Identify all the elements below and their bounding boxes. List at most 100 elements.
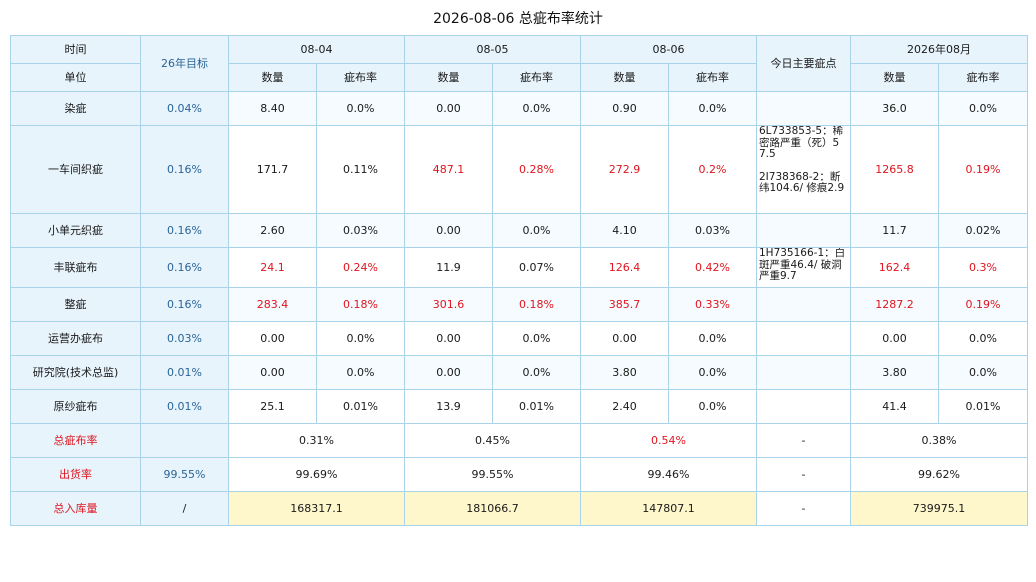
header-rate: 疵布率 (492, 63, 581, 92)
qty-cell: 0.00 (404, 355, 493, 390)
row-target: 0.16% (140, 247, 229, 288)
rate-cell: 0.01% (316, 389, 405, 424)
defect-notes: 1H735166-1：白斑严重46.4/ 破洞严重9.7 (756, 247, 851, 288)
rate-cell: 0.0% (668, 321, 757, 356)
rate-cell: 0.0% (492, 213, 581, 248)
qty-cell: 385.7 (580, 287, 669, 322)
rate-cell: 0.33% (668, 287, 757, 322)
rate-cell: 0.0% (492, 355, 581, 390)
rate-cell: 0.0% (492, 91, 581, 126)
row-target: 0.16% (140, 287, 229, 322)
summary-value: 147807.1 (580, 491, 757, 526)
row-target: 0.01% (140, 355, 229, 390)
month-qty-cell: 41.4 (850, 389, 939, 424)
table-row: 染疵 0.04% 8.40 0.0% 0.00 0.0% 0.90 0.0% 36.0 0.0% (10, 91, 1028, 126)
header-qty: 数量 (404, 63, 493, 92)
qty-cell: 283.4 (228, 287, 317, 322)
rate-cell: 0.18% (492, 287, 581, 322)
month-rate-cell: 0.3% (938, 247, 1028, 288)
header-time: 时间 (10, 35, 141, 64)
header-month: 2026年08月 (850, 35, 1028, 64)
rate-cell: 0.07% (492, 247, 581, 288)
qty-cell: 0.00 (404, 321, 493, 356)
table-row: 整疵 0.16% 283.4 0.18% 301.6 0.18% 385.7 0.33% 128… (10, 287, 1028, 322)
summary-value: 181066.7 (404, 491, 581, 526)
qty-cell: 272.9 (580, 125, 669, 214)
rate-cell: 0.18% (316, 287, 405, 322)
defect-rate-table: 时间 26年目标 08-04 08-05 08-06 今日主要疵点 2026年0… (10, 35, 1028, 526)
defect-notes: 6L733853-5：稀密路严重（死）57.5 2I738368-2：断纬104.… (756, 125, 851, 214)
summary-value: 0.54% (580, 423, 757, 458)
month-rate-cell: 0.0% (938, 355, 1028, 390)
defect-notes (756, 321, 851, 356)
row-label: 运营办疵布 (10, 321, 141, 356)
row-label: 整疵 (10, 287, 141, 322)
header-date-3: 08-06 (580, 35, 757, 64)
rate-cell: 0.0% (668, 91, 757, 126)
summary-value: 168317.1 (228, 491, 405, 526)
qty-cell: 0.00 (404, 213, 493, 248)
rate-cell: 0.01% (492, 389, 581, 424)
month-qty-cell: 36.0 (850, 91, 939, 126)
row-target: 0.01% (140, 389, 229, 424)
table-row: 小单元织疵 0.16% 2.60 0.03% 0.00 0.0% 4.10 0.03% 11.7… (10, 213, 1028, 248)
qty-cell: 11.9 (404, 247, 493, 288)
qty-cell: 0.00 (228, 355, 317, 390)
month-rate-cell: 0.0% (938, 91, 1028, 126)
summary-target: 99.55% (140, 457, 229, 492)
rate-cell: 0.03% (668, 213, 757, 248)
month-qty-cell: 0.00 (850, 321, 939, 356)
rate-cell: 0.0% (316, 355, 405, 390)
defect-note: 1H735166-1：白斑严重46.4/ 破洞严重9.7 (759, 247, 846, 282)
month-qty-cell: 1287.2 (850, 287, 939, 322)
header-unit: 单位 (10, 63, 141, 92)
summary-notes: - (756, 457, 851, 492)
summary-notes: - (756, 491, 851, 526)
header-date-2: 08-05 (404, 35, 581, 64)
month-rate-cell: 0.19% (938, 125, 1028, 214)
table-row: 研究院(技术总监) 0.01% 0.00 0.0% 0.00 0.0% 3.80 0.0% 3.… (10, 355, 1028, 390)
rate-cell: 0.42% (668, 247, 757, 288)
table-row: 运营办疵布 0.03% 0.00 0.0% 0.00 0.0% 0.00 0.0% 0.00 0.… (10, 321, 1028, 356)
header-rate: 疵布率 (316, 63, 405, 92)
qty-cell: 13.9 (404, 389, 493, 424)
table-row: 一车间织疵 0.16% 171.7 0.11% 487.1 0.28% 272.9 0.2% 6… (10, 125, 1028, 214)
header-target: 26年目标 (140, 35, 229, 92)
rate-cell: 0.0% (668, 389, 757, 424)
table-row: 原纱疵布 0.01% 25.1 0.01% 13.9 0.01% 2.40 0.0% 41.4 0… (10, 389, 1028, 424)
defect-notes (756, 213, 851, 248)
qty-cell: 0.00 (404, 91, 493, 126)
summary-label: 出货率 (10, 457, 141, 492)
summary-value: 0.45% (404, 423, 581, 458)
qty-cell: 2.40 (580, 389, 669, 424)
rate-cell: 0.0% (316, 91, 405, 126)
summary-target (140, 423, 229, 458)
qty-cell: 171.7 (228, 125, 317, 214)
qty-cell: 126.4 (580, 247, 669, 288)
qty-cell: 25.1 (228, 389, 317, 424)
row-label: 染疵 (10, 91, 141, 126)
rate-cell: 0.28% (492, 125, 581, 214)
qty-cell: 4.10 (580, 213, 669, 248)
header-rate: 疵布率 (668, 63, 757, 92)
header-rate: 疵布率 (938, 63, 1028, 92)
summary-value: 99.69% (228, 457, 405, 492)
summary-month: 99.62% (850, 457, 1028, 492)
table-row: 丰联疵布 0.16% 24.1 0.24% 11.9 0.07% 126.4 0.42% 1H7… (10, 247, 1028, 288)
row-label: 原纱疵布 (10, 389, 141, 424)
summary-label: 总疵布率 (10, 423, 141, 458)
defect-note: 6L733853-5：稀密路严重（死）57.5 (759, 125, 844, 160)
rate-cell: 0.11% (316, 125, 405, 214)
row-label: 研究院(技术总监) (10, 355, 141, 390)
qty-cell: 0.90 (580, 91, 669, 126)
rate-cell: 0.2% (668, 125, 757, 214)
summary-month: 739975.1 (850, 491, 1028, 526)
header-qty: 数量 (228, 63, 317, 92)
qty-cell: 301.6 (404, 287, 493, 322)
row-target: 0.16% (140, 125, 229, 214)
row-target: 0.03% (140, 321, 229, 356)
row-label: 一车间织疵 (10, 125, 141, 214)
qty-cell: 3.80 (580, 355, 669, 390)
row-label: 丰联疵布 (10, 247, 141, 288)
month-qty-cell: 11.7 (850, 213, 939, 248)
